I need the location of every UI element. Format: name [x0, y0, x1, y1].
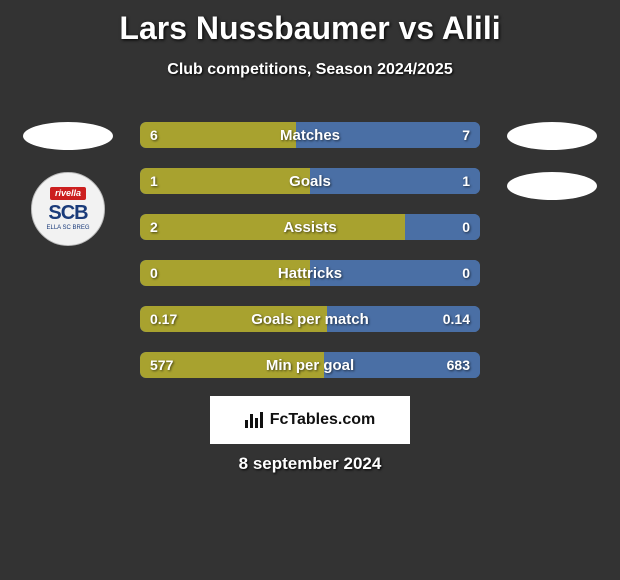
stat-right-value: 0.14: [443, 306, 470, 332]
stat-row: Assists2 0: [140, 214, 480, 240]
stat-left-value: 6: [150, 122, 158, 148]
stat-right-value: 683: [447, 352, 470, 378]
stat-row: Hattricks0 0: [140, 260, 480, 286]
stat-left-value: 577: [150, 352, 173, 378]
stat-left-value: 0: [150, 260, 158, 286]
stat-left-value: 2: [150, 214, 158, 240]
page-subtitle: Club competitions, Season 2024/2025: [0, 61, 620, 79]
stat-right-value: 1: [462, 168, 470, 194]
page-title: Lars Nussbaumer vs Alili: [0, 0, 620, 47]
date-text: 8 september 2024: [0, 454, 620, 474]
right-club-silhouette: [507, 172, 597, 200]
branding-box: FcTables.com: [210, 396, 410, 444]
right-player-silhouette: [507, 122, 597, 150]
left-player-silhouette: [23, 122, 113, 150]
stat-right-value: 0: [462, 260, 470, 286]
left-player-column: rivella SCB ELLA SC BREG: [18, 122, 118, 246]
stat-left-value: 1: [150, 168, 158, 194]
branding-text: FcTables.com: [270, 411, 376, 429]
badge-top-text: rivella: [50, 187, 86, 200]
stat-row: Goals1 1: [140, 168, 480, 194]
badge-main-text: SCB: [48, 203, 87, 223]
stat-label: Min per goal: [140, 352, 480, 378]
stat-label: Goals per match: [140, 306, 480, 332]
badge-arc-text: ELLA SC BREG: [46, 225, 89, 231]
stat-right-value: 0: [462, 214, 470, 240]
stat-left-value: 0.17: [150, 306, 177, 332]
stat-row: Goals per match0.17 0.14: [140, 306, 480, 332]
branding-chart-icon: [245, 412, 263, 428]
stat-label: Goals: [140, 168, 480, 194]
stat-row: Min per goal577 683: [140, 352, 480, 378]
stat-right-value: 7: [462, 122, 470, 148]
stat-label: Hattricks: [140, 260, 480, 286]
stat-label: Assists: [140, 214, 480, 240]
right-player-column: [502, 122, 602, 200]
stat-label: Matches: [140, 122, 480, 148]
left-club-badge: rivella SCB ELLA SC BREG: [31, 172, 105, 246]
stat-row: Matches6 7: [140, 122, 480, 148]
comparison-bars: Matches67Goals11Assists20Hattricks00Goal…: [140, 122, 480, 378]
